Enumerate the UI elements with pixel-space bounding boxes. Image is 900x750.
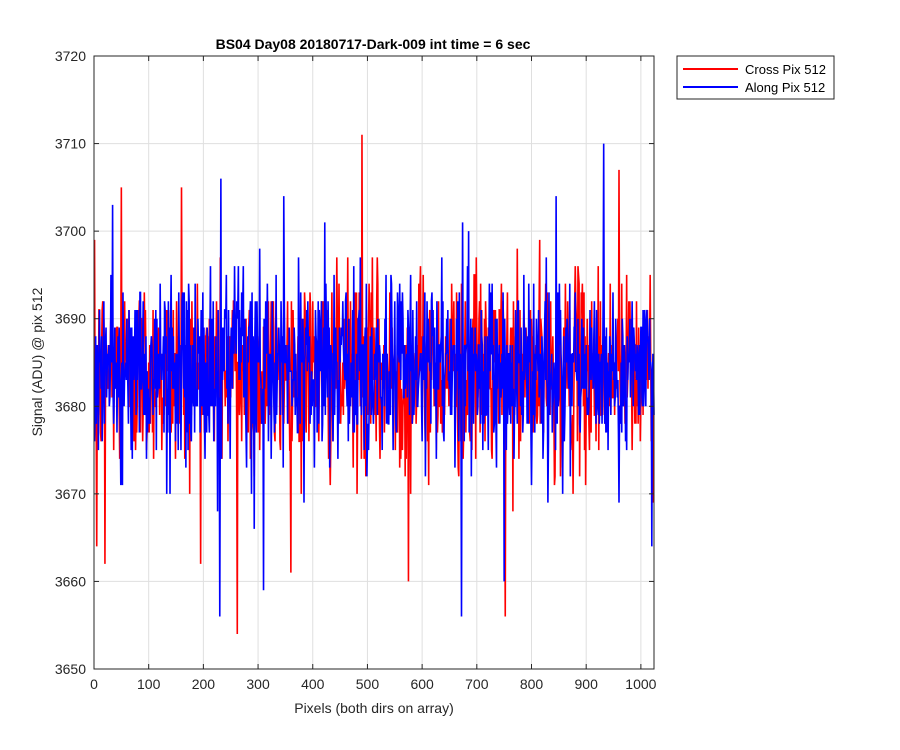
x-tick-label: 100 bbox=[137, 676, 161, 692]
legend-box bbox=[676, 55, 835, 100]
y-tick-label: 3680 bbox=[55, 398, 86, 414]
x-tick-label: 600 bbox=[410, 676, 434, 692]
x-tick-label: 900 bbox=[575, 676, 599, 692]
legend-label-cross: Cross Pix 512 bbox=[745, 62, 826, 77]
y-tick-label: 3720 bbox=[55, 48, 86, 64]
x-axis-label: Pixels (both dirs on array) bbox=[294, 700, 454, 716]
x-tick-label: 1000 bbox=[625, 676, 656, 692]
y-tick-label: 3660 bbox=[55, 573, 86, 589]
y-tick-labels: 3650 3660 3670 3680 3690 3700 3710 3720 bbox=[55, 48, 86, 677]
x-tick-label: 0 bbox=[90, 676, 98, 692]
y-tick-label: 3650 bbox=[55, 661, 86, 677]
x-tick-label: 700 bbox=[465, 676, 489, 692]
x-tick-label: 800 bbox=[520, 676, 544, 692]
x-tick-label: 500 bbox=[356, 676, 380, 692]
x-tick-label: 300 bbox=[246, 676, 270, 692]
ticks bbox=[93, 55, 654, 670]
plot-area bbox=[93, 55, 655, 670]
series-layer bbox=[93, 134, 655, 634]
chart-title: BS04 Day08 20180717-Dark-009 int time = … bbox=[216, 36, 531, 52]
y-tick-label: 3670 bbox=[55, 486, 86, 502]
y-tick-label: 3690 bbox=[55, 311, 86, 327]
legend: Cross Pix 512 Along Pix 512 bbox=[676, 55, 835, 100]
y-tick-label: 3700 bbox=[55, 223, 86, 239]
series-line-along-pix bbox=[93, 143, 655, 617]
axes-frame bbox=[93, 55, 655, 670]
legend-label-along: Along Pix 512 bbox=[745, 80, 825, 95]
x-tick-labels: 0 100 200 300 400 500 600 700 800 900 1000 bbox=[90, 676, 657, 692]
x-tick-label: 200 bbox=[192, 676, 216, 692]
x-tick-label: 400 bbox=[301, 676, 325, 692]
y-axis-label: Signal (ADU) @ pix 512 bbox=[29, 287, 45, 436]
y-tick-label: 3710 bbox=[55, 136, 86, 152]
